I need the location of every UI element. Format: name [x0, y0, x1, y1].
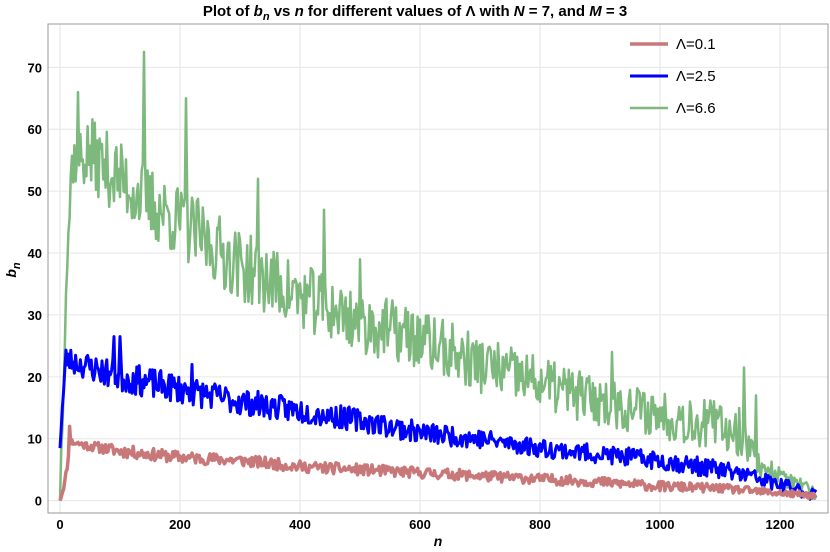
legend: Λ=0.1 Λ=2.5 Λ=6.6: [630, 36, 716, 117]
series-line---6-6: [58, 50, 818, 501]
x-tick-label: 0: [56, 517, 63, 532]
legend-label-lambda-6-6: Λ=6.6: [676, 100, 716, 117]
chart-title: Plot of bn vs n for different values of …: [203, 3, 627, 23]
series-line---2-5: [58, 335, 818, 501]
y-tick-label: 30: [28, 308, 42, 323]
x-tick-label: 600: [409, 517, 431, 532]
series-layer: [58, 50, 818, 502]
y-tick-label: 10: [28, 432, 42, 447]
y-tick-label: 0: [35, 494, 42, 509]
y-tick-label: 50: [28, 184, 42, 199]
legend-label-lambda-0-1: Λ=0.1: [676, 36, 716, 53]
y-tick-label: 20: [28, 370, 42, 385]
x-tick-label: 1200: [766, 517, 795, 532]
x-tick-label: 800: [529, 517, 551, 532]
y-tick-label: 70: [28, 60, 42, 75]
legend-label-lambda-2-5: Λ=2.5: [676, 68, 716, 85]
y-tick-label: 60: [28, 122, 42, 137]
x-tick-label: 400: [289, 517, 311, 532]
x-tick-label: 200: [169, 517, 191, 532]
tick-labels: 0 200 400 600 800 1000 1200 0 10 20 30 40 50 60 70: [28, 60, 795, 532]
y-tick-label: 40: [28, 246, 42, 261]
y-axis-label: bn: [3, 262, 23, 278]
x-tick-label: 1000: [646, 517, 675, 532]
x-axis-label: n: [434, 533, 443, 549]
series-line---0-1: [58, 424, 818, 502]
plot-frame: [47, 23, 829, 514]
